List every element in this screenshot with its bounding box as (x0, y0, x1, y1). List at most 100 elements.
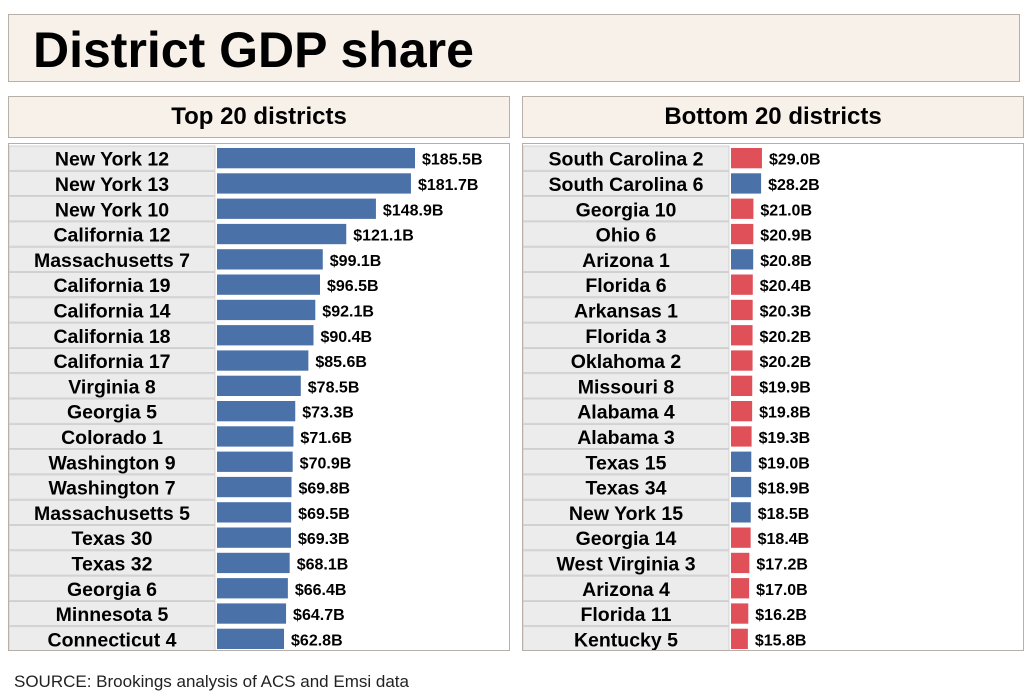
category-label: Texas 30 (72, 528, 153, 550)
value-label: $121.1B (353, 228, 414, 245)
category-label-bg (9, 246, 216, 272)
bar (217, 198, 376, 219)
value-label: $66.4B (295, 582, 347, 599)
bar (217, 299, 316, 321)
bar (217, 628, 285, 649)
category-label: Virginia 8 (68, 376, 156, 398)
category-label-bg (523, 449, 730, 475)
bar (217, 249, 323, 270)
value-label: $19.3B (759, 430, 811, 447)
value-label: $64.7B (293, 607, 345, 624)
bar (731, 198, 754, 219)
value-label: $18.5B (758, 506, 810, 523)
category-label: South Carolina 2 (549, 149, 704, 171)
top-panel: New York 12 $185.5B New York 13 $181.7B New … (8, 143, 510, 651)
category-label-bg (9, 373, 216, 399)
category-label-bg (9, 297, 216, 323)
category-label: Florida 3 (585, 326, 666, 348)
bar (217, 173, 411, 194)
category-label-bg (523, 423, 730, 449)
bar (217, 552, 290, 574)
value-label: $78.5B (308, 379, 360, 396)
value-label: $16.2B (755, 607, 807, 624)
category-label: Georgia 6 (67, 579, 157, 601)
value-label: $85.6B (315, 354, 367, 371)
bar (731, 426, 752, 447)
category-label: Alabama 3 (577, 427, 675, 449)
category-label-bg (523, 550, 730, 576)
category-label: California 14 (53, 300, 170, 322)
category-label: Texas 34 (586, 478, 667, 500)
value-label: $181.7B (418, 177, 479, 194)
category-label-bg (9, 474, 216, 500)
category-label: Georgia 10 (576, 199, 677, 221)
category-label-bg (9, 221, 216, 247)
bar (731, 173, 762, 194)
chart-title: District GDP share (33, 22, 474, 78)
category-label-bg (9, 272, 216, 298)
value-label: $90.4B (320, 329, 372, 346)
title-box: District GDP share (8, 14, 1020, 82)
category-label-bg (9, 499, 216, 525)
value-label: $69.8B (299, 481, 351, 498)
value-label: $73.3B (302, 405, 354, 422)
category-label: Florida 6 (585, 275, 666, 297)
category-label: California 17 (53, 351, 170, 373)
category-label: South Carolina 6 (549, 174, 704, 196)
category-label-bg (9, 449, 216, 475)
bar (217, 274, 321, 295)
category-label-bg (523, 170, 730, 196)
category-label: Oklahoma 2 (571, 351, 682, 373)
bar (731, 502, 751, 523)
category-label-bg (9, 575, 216, 601)
bar (731, 552, 750, 574)
bar (217, 476, 292, 498)
value-label: $185.5B (422, 152, 483, 169)
bar (217, 401, 296, 422)
value-label: $62.8B (291, 632, 343, 649)
value-label: $18.4B (758, 531, 810, 548)
bar (731, 350, 753, 371)
bar (217, 375, 301, 396)
bar (217, 148, 415, 169)
category-label: New York 13 (55, 174, 169, 196)
category-label-bg (523, 499, 730, 525)
value-label: $28.2B (768, 177, 820, 194)
bar (731, 527, 751, 548)
value-label: $20.2B (760, 354, 812, 371)
category-label: Alabama 4 (577, 402, 675, 424)
bottom-chart-svg: South Carolina 2 $29.0B South Carolina 6 $2… (523, 145, 821, 650)
category-label-bg (9, 322, 216, 348)
bottom-panel-header: Bottom 20 districts (522, 96, 1024, 138)
category-label-bg (523, 145, 730, 171)
category-label-bg (523, 373, 730, 399)
category-label-bg (9, 398, 216, 424)
value-label: $99.1B (330, 253, 382, 270)
category-label: Ohio 6 (596, 225, 657, 247)
category-label: Texas 15 (586, 452, 667, 474)
value-label: $19.8B (759, 405, 811, 422)
value-label: $20.8B (760, 253, 812, 270)
value-label: $96.5B (327, 278, 379, 295)
category-label-bg (9, 626, 216, 650)
value-label: $17.0B (756, 582, 808, 599)
value-label: $20.3B (760, 303, 812, 320)
bar (217, 223, 347, 245)
category-label: New York 10 (55, 199, 169, 221)
category-label-bg (9, 196, 216, 222)
category-label-bg (523, 474, 730, 500)
category-label: Georgia 5 (67, 402, 157, 424)
value-label: $20.4B (760, 278, 812, 295)
value-label: $69.3B (298, 531, 350, 548)
value-label: $71.6B (300, 430, 352, 447)
category-label: Connecticut 4 (48, 629, 177, 650)
category-label-bg (9, 550, 216, 576)
bar (217, 527, 291, 548)
category-label-bg (9, 145, 216, 171)
category-label: Massachusetts 7 (34, 250, 190, 272)
category-label-bg (523, 525, 730, 551)
value-label: $15.8B (755, 632, 807, 649)
category-label: Massachusetts 5 (34, 503, 190, 525)
value-label: $70.9B (300, 455, 352, 472)
category-label: New York 15 (569, 503, 683, 525)
